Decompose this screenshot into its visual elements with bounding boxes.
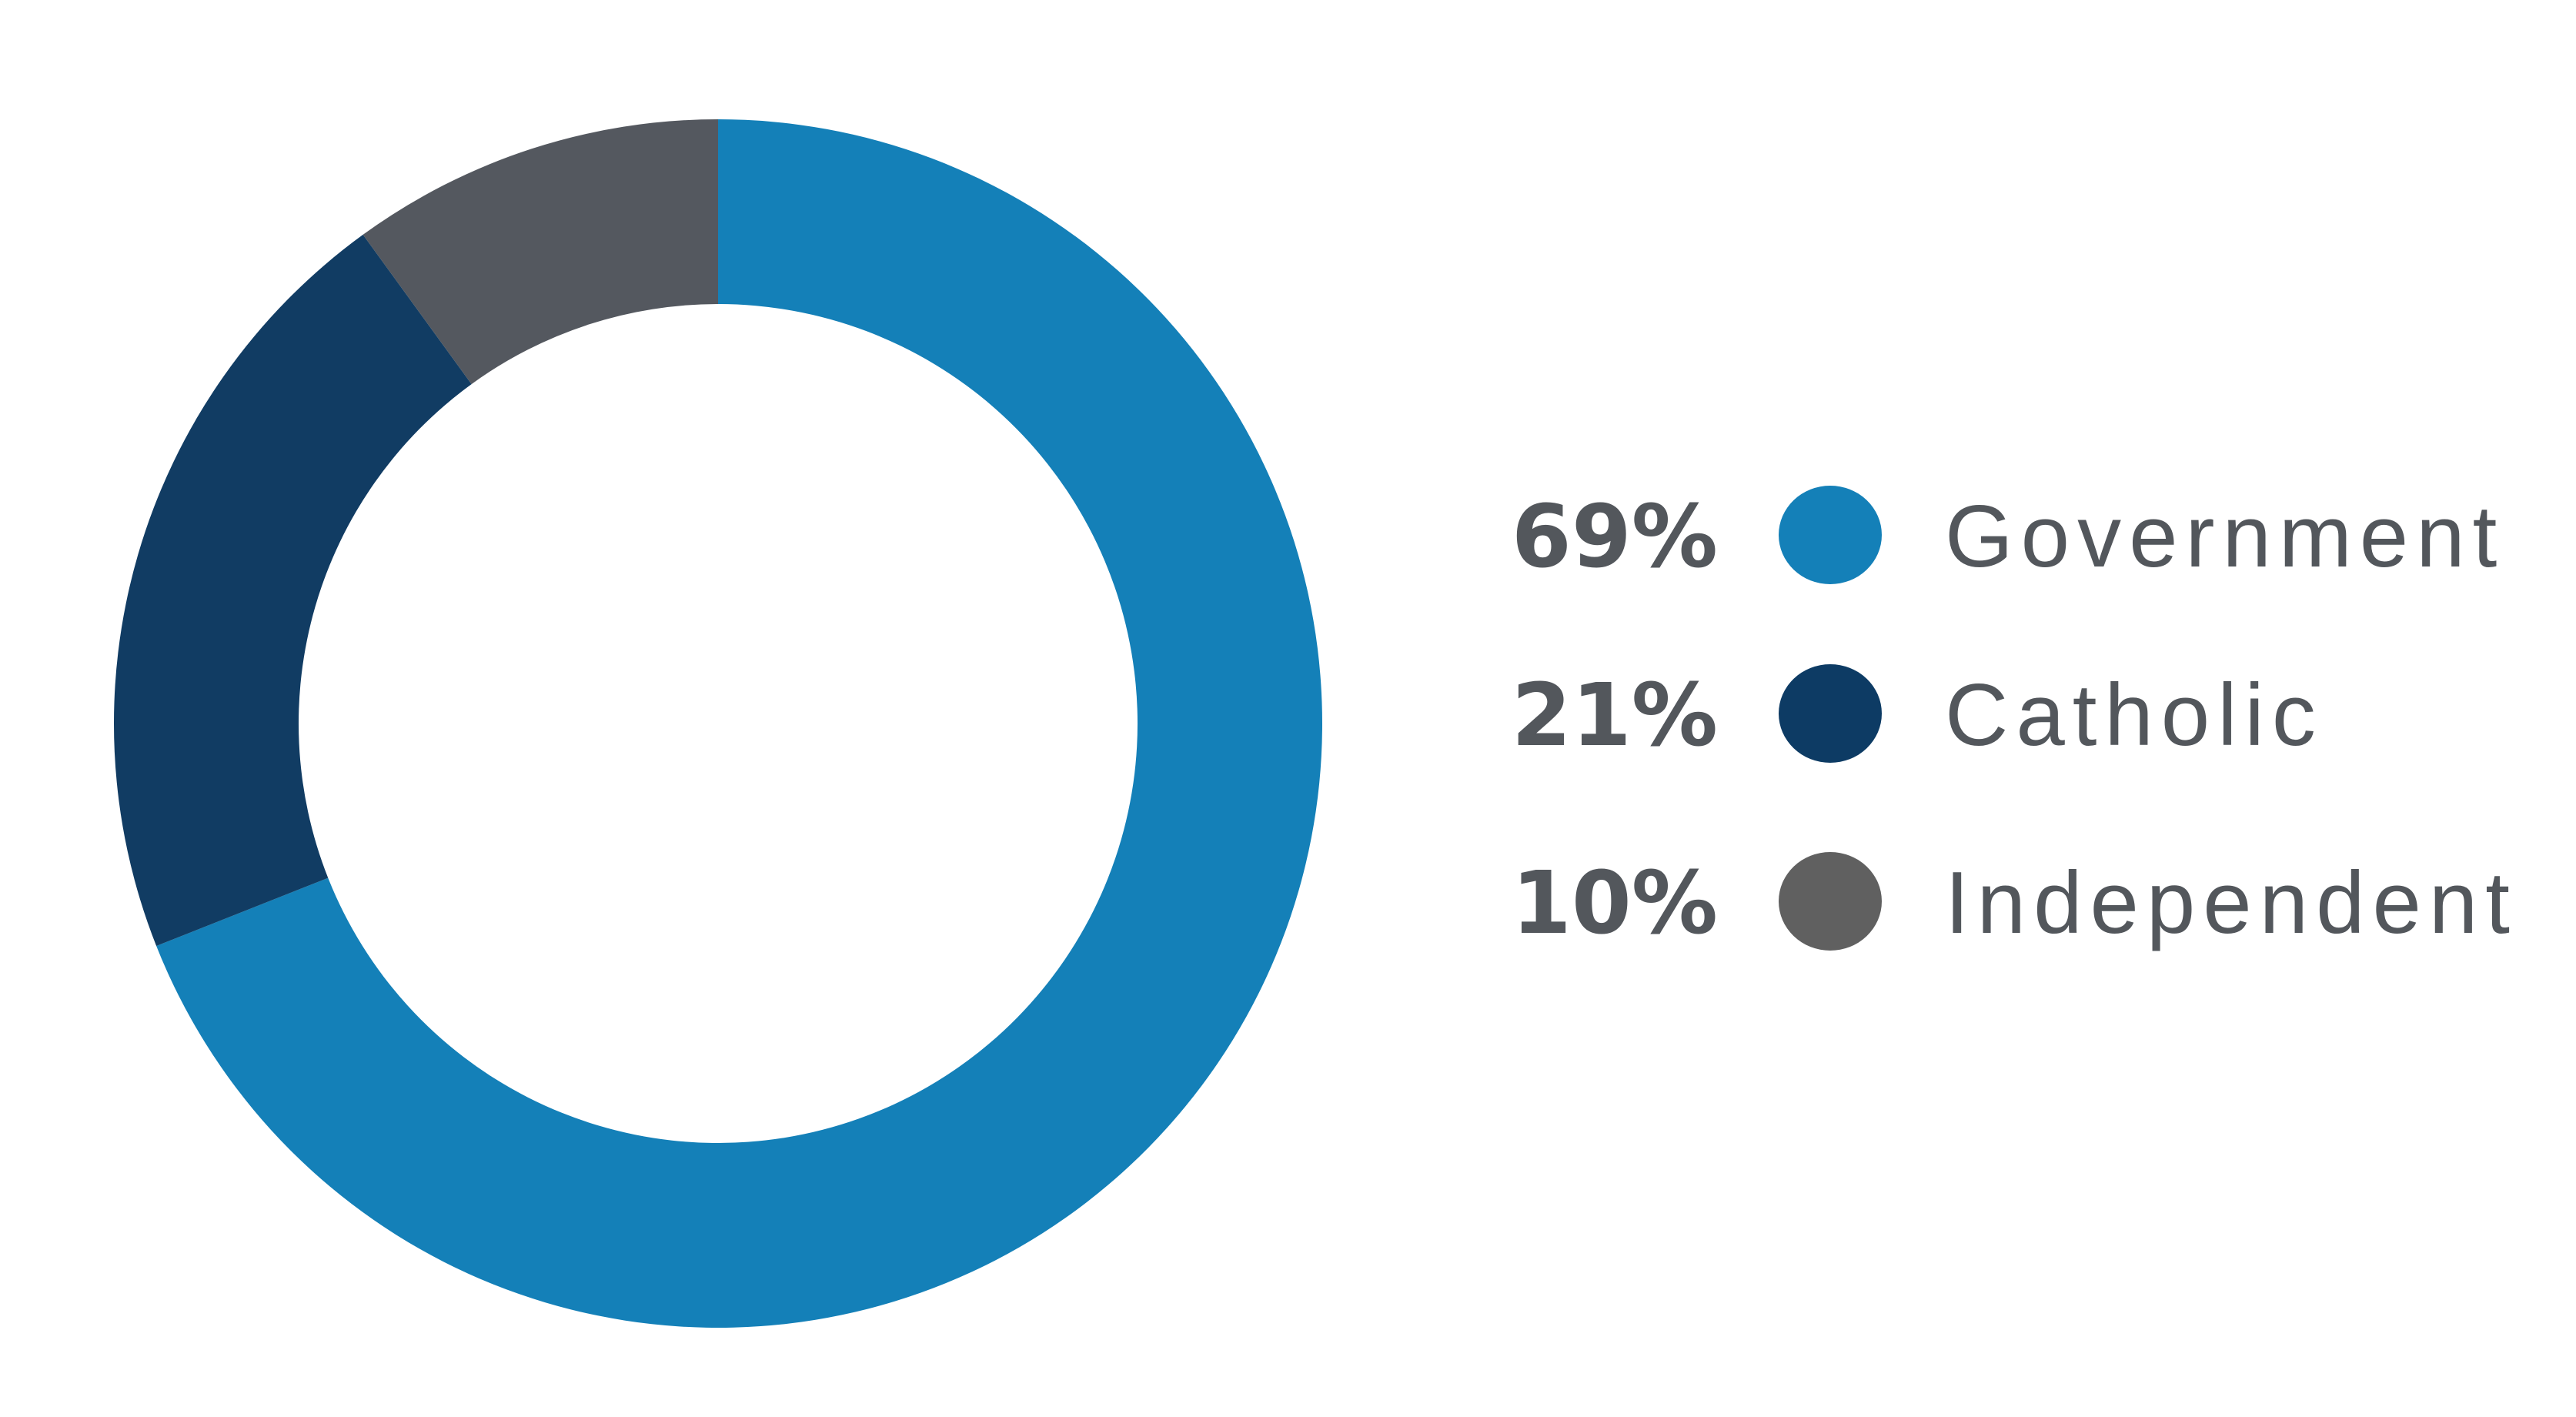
legend-value: 21% — [1512, 666, 1718, 766]
legend-value: 69% — [1512, 487, 1718, 587]
legend-swatch — [1779, 852, 1882, 951]
legend-swatch — [1779, 486, 1882, 584]
slice-catholic — [113, 234, 472, 946]
legend-label: Independent — [1945, 854, 2518, 952]
donut-slices — [113, 119, 1322, 1328]
legend-label: Government — [1945, 488, 2504, 586]
legend: 69% Government 21% Catholic 10% Independent — [1512, 486, 2518, 954]
legend-swatch — [1779, 664, 1882, 763]
slice-independent — [363, 119, 718, 385]
legend-value: 10% — [1512, 854, 1718, 954]
slice-government — [156, 119, 1322, 1328]
legend-label: Catholic — [1945, 667, 2324, 764]
